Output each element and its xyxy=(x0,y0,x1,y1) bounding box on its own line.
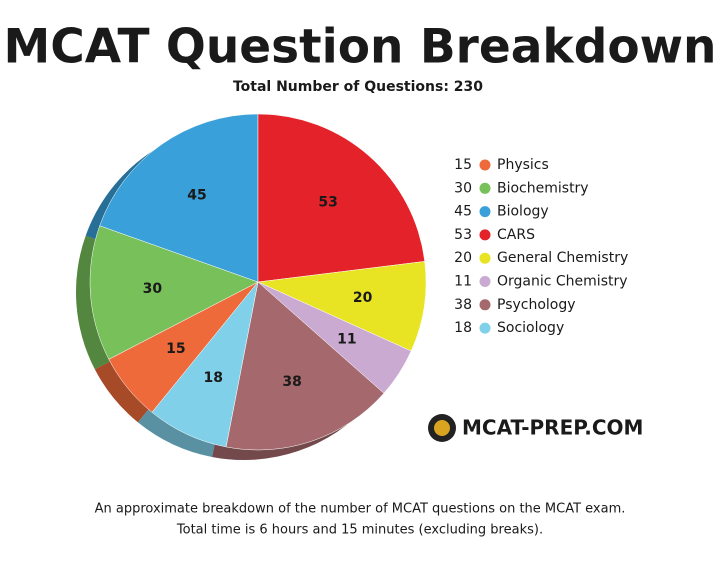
legend-label: Biology xyxy=(497,204,549,220)
legend-swatch xyxy=(479,182,491,194)
slice xyxy=(99,113,259,283)
data-label: 18 xyxy=(203,370,222,386)
data-label: 30 xyxy=(143,281,163,297)
legend-swatch xyxy=(479,299,491,311)
legend-label: Sociology xyxy=(497,320,564,336)
legend-label: CARS xyxy=(497,227,535,243)
data-label: 38 xyxy=(282,374,301,390)
legend-swatch xyxy=(479,322,491,334)
logo-text: MCAT-PREP.COM xyxy=(462,416,643,440)
legend-value: 15 xyxy=(454,157,472,173)
slice xyxy=(257,113,426,283)
legend-value: 11 xyxy=(454,274,472,290)
slice xyxy=(257,261,427,352)
data-label: 20 xyxy=(353,290,373,306)
legend-value: 45 xyxy=(454,204,472,220)
caption-line: Total time is 6 hours and 15 minutes (ex… xyxy=(176,523,543,538)
legend-swatch xyxy=(479,252,491,264)
legend-value: 30 xyxy=(454,180,472,196)
legend-swatch xyxy=(479,229,491,241)
legend-label: Biochemistry xyxy=(497,180,589,196)
data-label: 11 xyxy=(337,331,356,347)
legend-swatch xyxy=(479,159,491,171)
legend-label: Physics xyxy=(497,157,549,173)
legend-swatch xyxy=(479,206,491,218)
chart-subtitle: Total Number of Questions: 230 xyxy=(233,79,483,95)
slice xyxy=(151,281,259,448)
caption-line: An approximate breakdown of the number o… xyxy=(95,502,626,517)
legend-swatch xyxy=(479,276,491,287)
legend-label: Psychology xyxy=(497,297,576,313)
legend-value: 53 xyxy=(454,227,472,243)
legend-value: 38 xyxy=(454,297,472,313)
data-label: 53 xyxy=(318,195,337,211)
slice xyxy=(89,225,259,360)
data-label: 15 xyxy=(166,341,185,357)
slice xyxy=(225,281,385,451)
legend-label: General Chemistry xyxy=(497,250,628,266)
legend-value: 18 xyxy=(454,320,472,336)
data-label: 45 xyxy=(187,188,206,204)
chart-title: MCAT Question Breakdown xyxy=(3,20,716,75)
legend-label: Organic Chemistry xyxy=(497,274,628,290)
logo: MCAT-PREP.COM xyxy=(428,414,643,442)
legend-value: 20 xyxy=(454,250,472,266)
logo-icon-inner xyxy=(434,420,450,436)
